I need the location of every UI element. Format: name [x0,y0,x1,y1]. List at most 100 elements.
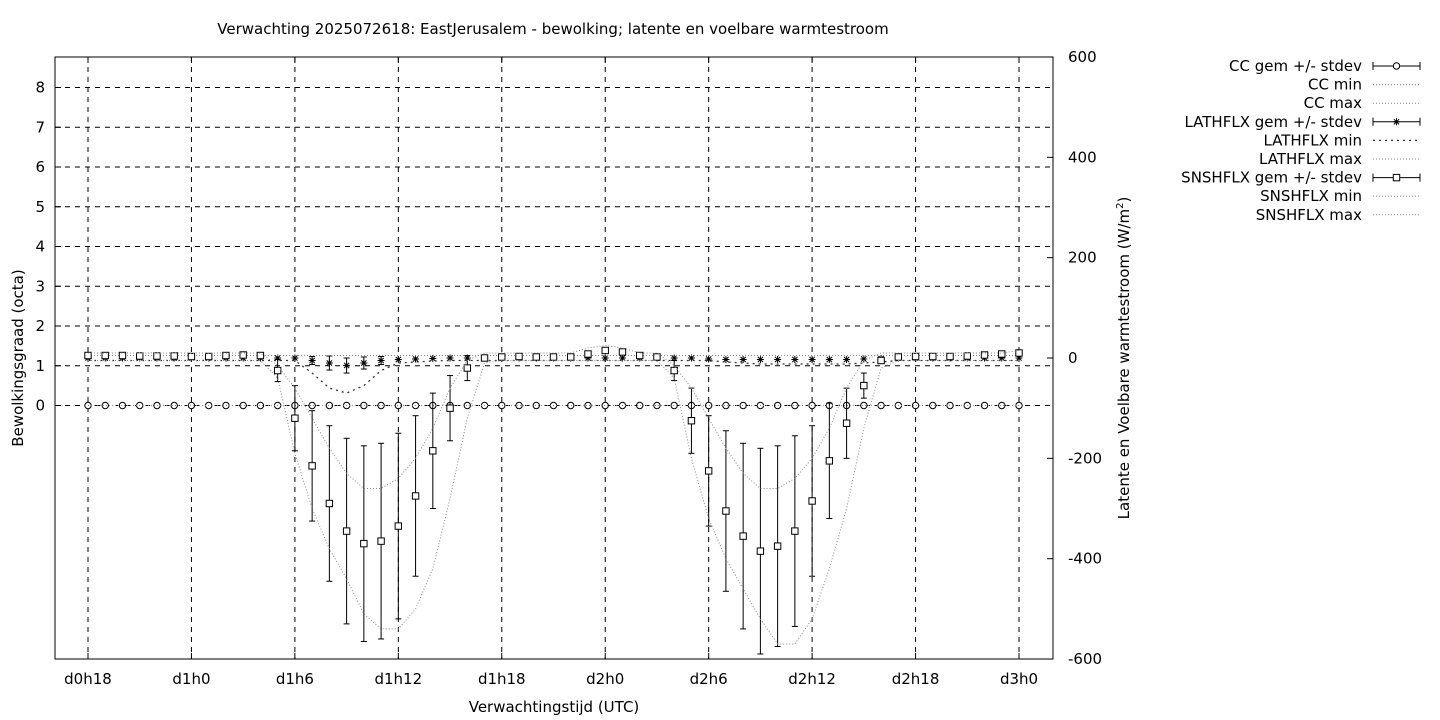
series-3-point-stroke [740,356,747,363]
legend-label: SNSHFLX max [1256,206,1362,224]
series-0-point [636,401,644,410]
series-0-point [704,401,713,410]
series-3-point-stroke [774,356,781,363]
series-3-point [825,356,833,364]
y-tick-label: 3 [35,277,45,295]
series-0-point [239,401,247,410]
series-6-point [704,467,713,475]
series-6-point [204,352,213,361]
series-6-point [170,352,178,360]
series-3-point [308,357,316,365]
series-3-point [377,357,385,365]
series-0-point [567,401,575,410]
x-tick-label: d2h12 [788,670,836,688]
y2-tick-label: -600 [1068,650,1102,668]
y2-tick-label: 200 [1068,249,1097,267]
series-6-point [446,404,454,412]
series-6-point [429,447,437,455]
series-6-point [342,527,351,535]
legend-marker [1393,118,1400,126]
y2-tick-label: -200 [1068,449,1102,467]
series-6-point [325,499,334,508]
series-6-point [894,353,903,361]
y2-tick-label: -400 [1068,550,1102,568]
series-6-point [980,351,989,359]
series-6-point [360,539,368,548]
series-3-point [705,355,713,363]
x-tick-label: d2h6 [690,670,728,688]
series-3-point-stroke [326,360,333,366]
series-0-point [498,401,506,410]
series-3-point [843,356,851,364]
series-0-point [601,401,609,410]
series-3-point-stroke [757,356,764,363]
legend-label: SNSHFLX gem +/- stdev [1181,169,1362,187]
series-3-point-stroke [809,356,816,363]
series-0-point [463,401,471,410]
series-6-point [222,351,230,360]
series-0-point [118,401,127,410]
series-0-point [653,401,661,410]
series-6-point [515,352,523,361]
series-3-point-stroke [291,355,298,361]
legend-label: LATHFLX min [1263,131,1362,149]
series-6-point [601,346,609,355]
series-3-point-stroke [843,356,850,363]
series-3-point [791,356,799,364]
legend-marker [1392,173,1401,182]
series-0-point [170,401,178,410]
y-tick-label: 4 [35,238,45,256]
series-3-point-stroke [860,356,867,362]
series-0-point [911,401,920,410]
series-6-point [773,542,782,550]
series-6-point [842,419,851,427]
series-3-point-stroke [429,355,436,362]
x-axis-label: Verwachtingstijd (UTC) [469,698,640,716]
series-6-point [825,457,834,465]
series-6-point [946,352,954,361]
series-3-point [446,354,454,362]
series-0-point [980,401,989,410]
series-0-point [394,401,403,410]
series-6-point [1015,349,1023,357]
series-6-point [394,522,403,530]
legend-label: CC min [1308,76,1362,94]
legend-label: SNSHFLX min [1260,187,1362,205]
series-3-point-stroke [602,355,609,361]
series-0-point [101,401,109,410]
x-tick-label: d1h0 [172,670,210,688]
series-3-point [360,359,368,367]
series-6-point [187,352,196,361]
series-0-point [773,401,782,410]
legend-label: LATHFLX gem +/- stdev [1184,113,1362,131]
series-3-point [756,356,764,364]
x-tick-label: d2h0 [586,670,624,688]
series-3-point [808,356,816,364]
series-3-point-stroke [671,355,678,361]
series-6-point [963,352,971,360]
series-6-point [411,492,420,500]
series-6-point [877,356,885,365]
series-6-point [291,414,299,422]
series-6-point [532,353,540,361]
series-6-point [756,547,765,555]
series-0-point [584,401,592,410]
series-0-point [325,401,334,410]
y-tick-label: 6 [35,158,45,176]
legend-label: LATHFLX max [1259,150,1362,168]
legend-label: CC max [1304,94,1363,112]
series-3-point-stroke [619,355,626,361]
x-tick-label: d0h18 [64,670,112,688]
series-6-point [567,353,575,361]
series-6-point [791,527,799,535]
series-6-point [377,537,385,545]
series-3-point [739,356,747,364]
series-0-point [532,401,540,410]
series-3-point-stroke [343,362,350,369]
series-6-point [739,532,747,540]
series-6-point [498,353,506,361]
series-6-point [808,497,816,505]
series-0-point [256,401,265,410]
series-6-point [584,350,592,358]
axes: d0h18 d1h0 d1h6 d1h12 d1h18 d2h0 d2h6 d2h12 d2h1… [35,48,1102,688]
